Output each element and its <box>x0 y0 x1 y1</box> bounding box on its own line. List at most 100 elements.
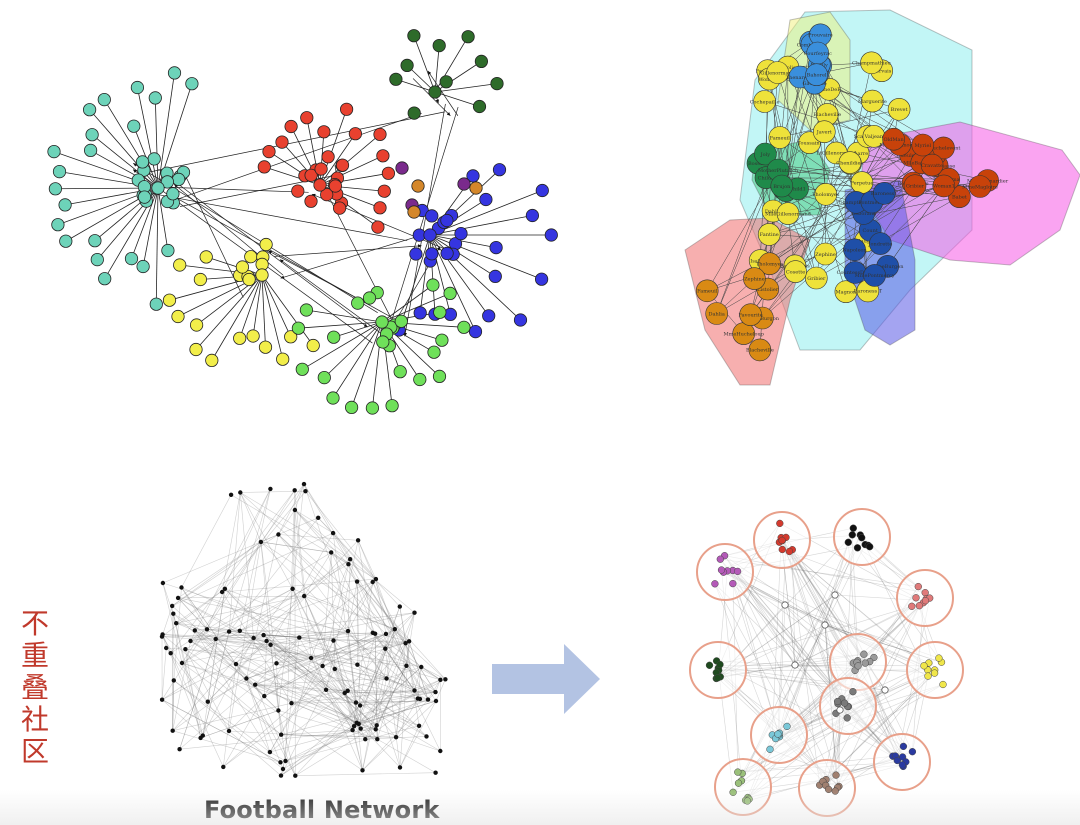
network-node <box>161 243 175 258</box>
team-node <box>375 737 380 742</box>
character-label: Babet <box>952 195 967 201</box>
network-node <box>482 309 496 323</box>
network-node <box>135 155 150 169</box>
character-node <box>863 264 886 287</box>
team-node <box>320 663 325 669</box>
character-node <box>766 61 789 84</box>
network-node <box>244 250 258 264</box>
network-node <box>233 331 247 345</box>
character-label: Champmathieu <box>852 61 891 67</box>
network-node <box>59 234 73 248</box>
community-node <box>844 538 852 546</box>
team-node <box>293 773 298 778</box>
team-node <box>373 576 379 582</box>
character-label: Blacheville <box>813 112 841 118</box>
network-node <box>425 209 439 223</box>
team-node <box>278 773 284 778</box>
community-node <box>853 544 862 552</box>
character-label: Labarre <box>848 151 868 157</box>
nodes <box>47 29 558 415</box>
community-node <box>930 669 939 677</box>
community-node <box>849 524 857 532</box>
character-label: MmeHucheloup <box>723 331 763 337</box>
network-node <box>136 259 150 274</box>
character-label: Geborand <box>851 211 877 217</box>
network-node <box>83 143 98 157</box>
network-node <box>440 246 454 260</box>
community-node <box>711 580 719 588</box>
network-node <box>328 179 342 193</box>
team-node <box>168 651 173 656</box>
character-label: MlleGillenormand <box>765 211 812 217</box>
team-node <box>416 723 422 728</box>
character-label: Valjean <box>864 134 884 140</box>
network-node <box>313 178 327 192</box>
network-node <box>407 205 421 219</box>
team-node <box>342 690 347 696</box>
team-node <box>188 638 193 644</box>
community-node <box>717 566 726 574</box>
network-node <box>167 66 182 80</box>
team-node <box>164 645 169 651</box>
football-network <box>150 470 470 800</box>
network-node <box>185 77 199 91</box>
character-label: CountessDeLo <box>837 270 874 276</box>
detected-communities-network <box>680 500 980 820</box>
team-node <box>433 770 438 775</box>
community-node <box>858 534 866 542</box>
team-node <box>438 677 443 682</box>
team-node <box>412 610 417 615</box>
character-label: Baroness T <box>854 289 883 295</box>
character-label: Cosette <box>786 269 805 275</box>
team-node <box>355 538 361 543</box>
network-node <box>409 247 423 261</box>
team-node <box>417 696 423 702</box>
team-node <box>179 660 185 666</box>
team-node <box>331 638 336 643</box>
character-label: Mme.Burgon <box>746 316 780 322</box>
network-node <box>235 260 249 274</box>
character-node <box>748 338 772 362</box>
character-label: Magnon <box>836 290 858 296</box>
network-node <box>469 181 483 195</box>
team-node <box>170 728 175 733</box>
community-node <box>774 730 782 738</box>
character-label: MmeMagloire <box>962 184 998 190</box>
team-node <box>383 646 388 651</box>
community-node <box>729 579 737 588</box>
network-node <box>304 168 318 182</box>
team-node <box>251 635 256 641</box>
network-node <box>160 175 174 189</box>
hull-community-network: Listolier Tholomyes Fameuil Blacheville Favo… <box>660 0 1080 400</box>
network-node <box>199 250 213 264</box>
network-node <box>295 362 309 376</box>
network-node <box>166 187 180 201</box>
network-node <box>425 247 439 261</box>
character-node <box>784 260 807 283</box>
network-node <box>171 309 185 324</box>
network-node <box>284 119 298 134</box>
team-node <box>192 628 197 633</box>
community-node <box>840 699 849 707</box>
character-label: MmeBurgon <box>872 264 904 270</box>
team-node <box>346 562 351 567</box>
team-node <box>302 593 307 599</box>
community-node <box>899 742 908 751</box>
network-node <box>362 291 377 305</box>
character-node <box>932 174 956 198</box>
community-node <box>714 674 722 682</box>
community-node <box>716 555 724 563</box>
network-node <box>479 192 493 207</box>
network-node <box>47 145 61 159</box>
character-label: Cochepaille <box>750 99 780 105</box>
character-label: Brevet <box>891 107 908 113</box>
network-node <box>426 278 440 292</box>
network-node <box>327 330 341 344</box>
network-node <box>466 169 480 183</box>
team-node <box>303 489 308 494</box>
character-node <box>753 90 776 113</box>
network-node <box>124 252 139 266</box>
team-node <box>237 628 242 633</box>
team-node <box>433 689 438 695</box>
network-node <box>51 218 65 232</box>
